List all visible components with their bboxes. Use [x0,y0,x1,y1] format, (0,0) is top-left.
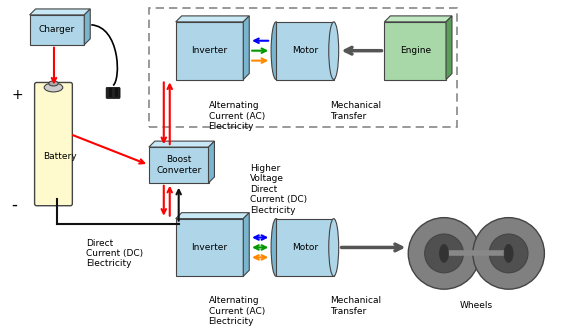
FancyArrowPatch shape [252,48,266,53]
Text: Higher
Voltage
Direct
Current (DC)
Electricity: Higher Voltage Direct Current (DC) Elect… [250,164,308,214]
Text: Mechanical
Transfer: Mechanical Transfer [329,101,381,121]
Circle shape [489,234,528,273]
Polygon shape [176,213,249,219]
FancyBboxPatch shape [35,82,72,206]
FancyArrowPatch shape [177,190,181,221]
Text: +: + [12,89,23,103]
Ellipse shape [329,219,339,276]
Text: Alternating
Current (AC)
Electricity: Alternating Current (AC) Electricity [208,296,265,326]
FancyArrowPatch shape [162,186,166,213]
FancyArrowPatch shape [254,38,268,43]
Text: Alternating
Current (AC)
Electricity: Alternating Current (AC) Electricity [208,101,265,131]
FancyArrowPatch shape [252,58,266,63]
Polygon shape [446,16,452,79]
Circle shape [473,218,544,289]
Circle shape [409,218,480,289]
Polygon shape [384,16,452,22]
Text: Battery: Battery [43,152,77,161]
Ellipse shape [440,244,448,263]
Text: Inverter: Inverter [192,243,227,252]
FancyArrowPatch shape [342,244,402,251]
Polygon shape [176,219,243,276]
Text: -: - [12,196,18,214]
Polygon shape [149,147,208,183]
Polygon shape [29,9,90,15]
Text: Motor: Motor [292,46,318,55]
Polygon shape [29,15,84,45]
FancyArrowPatch shape [254,255,266,260]
Ellipse shape [48,81,58,86]
Text: Charger: Charger [39,25,75,34]
FancyArrowPatch shape [167,85,172,144]
FancyArrowPatch shape [346,47,381,54]
FancyBboxPatch shape [106,88,120,99]
Text: Direct
Current (DC)
Electricity: Direct Current (DC) Electricity [87,238,144,268]
Polygon shape [276,22,334,79]
Polygon shape [84,9,90,45]
Polygon shape [176,16,249,22]
Ellipse shape [271,22,281,79]
Polygon shape [384,22,446,79]
Text: Inverter: Inverter [192,46,227,55]
Text: Boost
Converter: Boost Converter [156,155,201,175]
FancyArrowPatch shape [162,82,166,142]
Ellipse shape [329,22,339,79]
Polygon shape [208,141,215,183]
FancyArrowPatch shape [73,135,144,164]
Text: Mechanical
Transfer: Mechanical Transfer [329,296,381,316]
Text: Motor: Motor [292,243,318,252]
Polygon shape [176,22,243,79]
Circle shape [425,234,463,273]
FancyArrowPatch shape [167,188,172,216]
Polygon shape [243,213,249,276]
FancyArrowPatch shape [254,245,266,250]
Polygon shape [149,141,215,147]
Text: Engine: Engine [400,46,431,55]
Ellipse shape [44,83,63,92]
Ellipse shape [271,219,281,276]
Text: Wheels: Wheels [459,301,492,310]
Ellipse shape [504,244,513,263]
Polygon shape [276,219,334,276]
FancyArrowPatch shape [254,235,266,240]
Polygon shape [243,16,249,79]
FancyArrowPatch shape [52,47,56,82]
